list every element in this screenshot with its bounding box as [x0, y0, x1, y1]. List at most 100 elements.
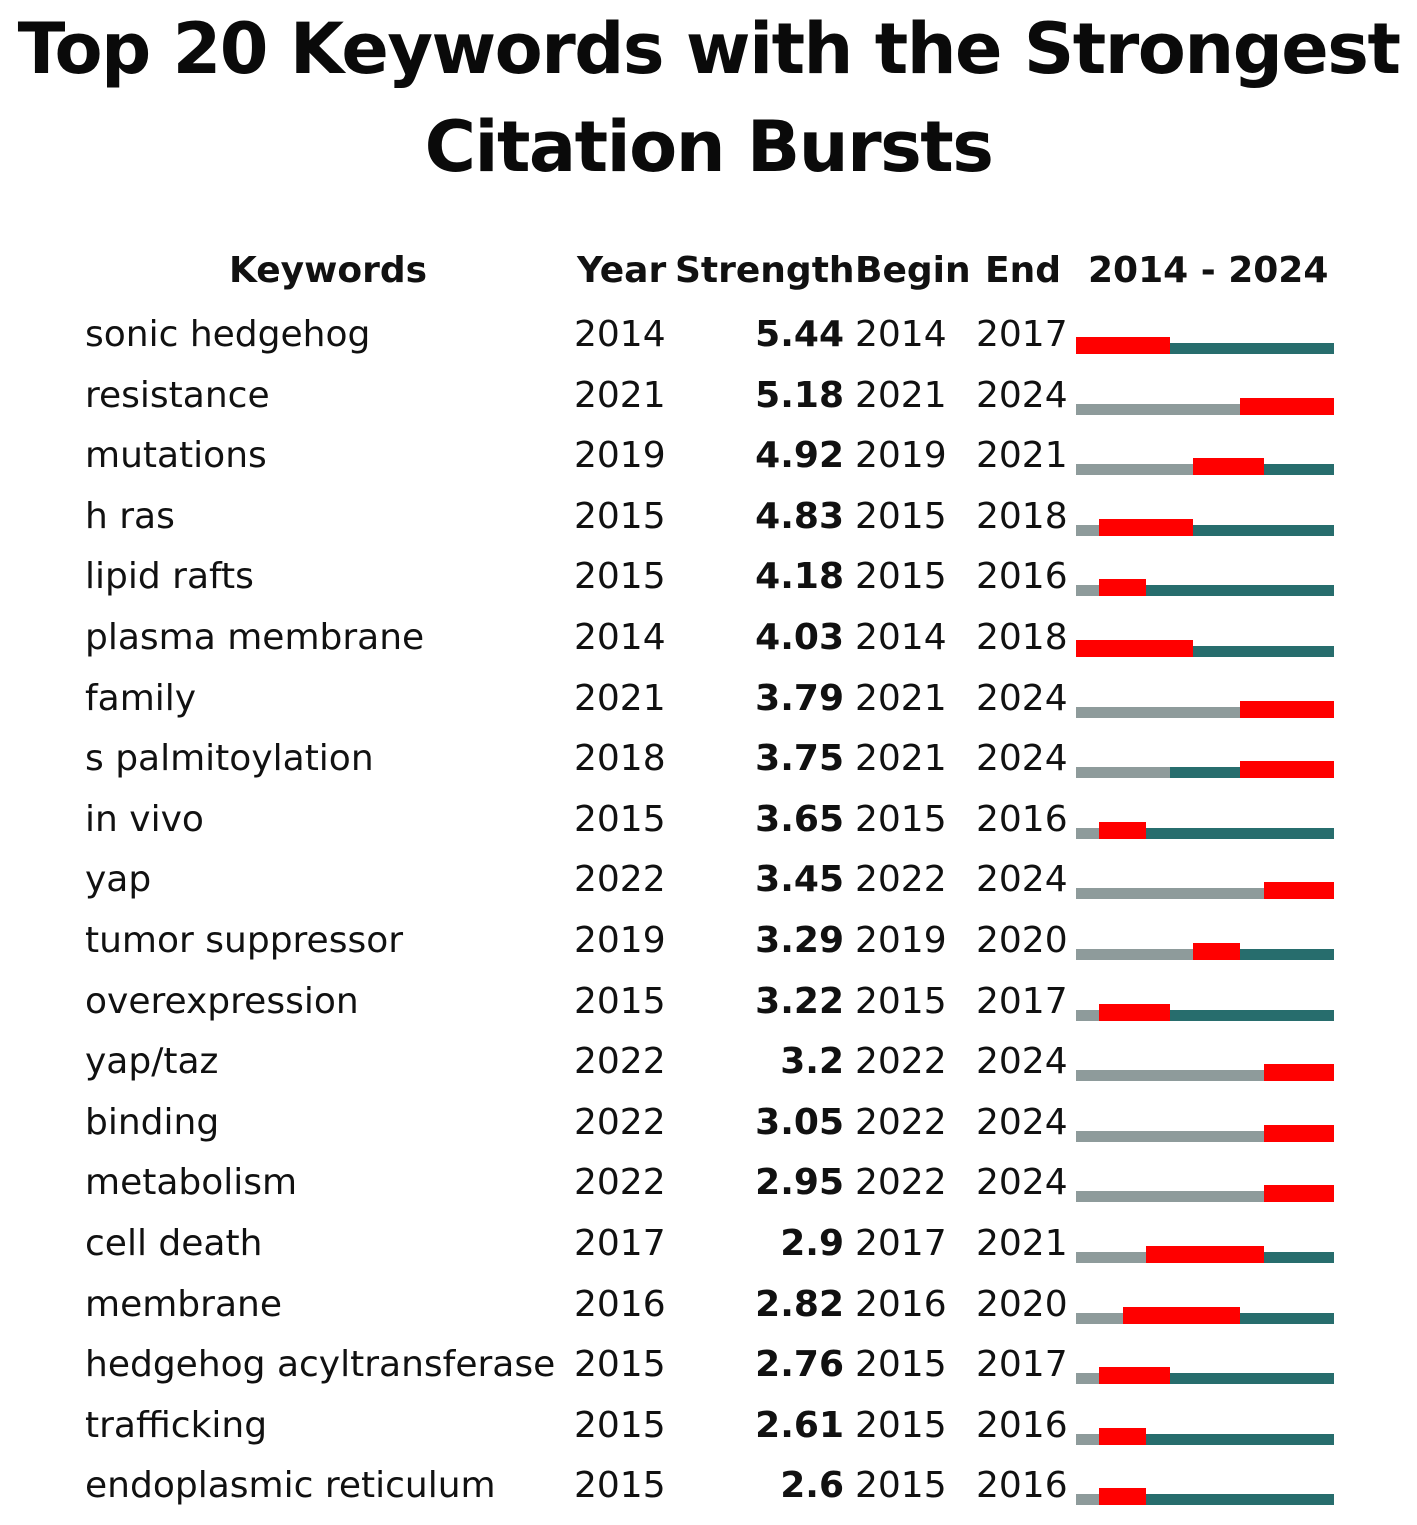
- pre-appearance-segment: [1076, 1433, 1100, 1445]
- pre-appearance-segment: [1076, 949, 1194, 960]
- burst-timeline: [1076, 308, 1334, 368]
- burst-segment: [1146, 1246, 1264, 1263]
- begin-cell: 2019: [855, 435, 947, 477]
- strength-cell: 2.6: [780, 1465, 844, 1507]
- year-cell: 2022: [574, 859, 666, 901]
- begin-cell: 2015: [855, 980, 947, 1022]
- pre-appearance-segment: [1076, 1312, 1123, 1324]
- keyword-cell: endoplasmic reticulum: [85, 1465, 496, 1507]
- active-segment: [1263, 1252, 1334, 1263]
- burst-segment: [1099, 579, 1147, 597]
- year-cell: 2022: [574, 1162, 666, 1204]
- header-begin: Begin: [855, 250, 971, 291]
- begin-cell: 2015: [855, 1465, 947, 1507]
- chart-title-line-1: Top 20 Keywords with the Strongest: [17, 8, 1401, 90]
- end-cell: 2018: [976, 617, 1068, 658]
- table-row: cell death 2017 2.9 2017 2021: [0, 1217, 1417, 1277]
- header-keywords: Keywords: [229, 250, 428, 291]
- begin-cell: 2022: [855, 1101, 947, 1143]
- active-segment: [1146, 827, 1334, 839]
- strength-cell: 5.18: [755, 374, 844, 416]
- burst-segment: [1240, 761, 1334, 779]
- table-row: sonic hedgehog 2014 5.44 2014 2017: [0, 308, 1417, 368]
- keyword-cell: yap/taz: [85, 1041, 219, 1083]
- table-row: yap 2022 3.45 2022 2024: [0, 853, 1417, 913]
- end-cell: 2024: [976, 1041, 1068, 1083]
- pre-appearance-segment: [1076, 1252, 1147, 1263]
- pre-appearance-segment: [1076, 403, 1241, 415]
- begin-cell: 2015: [855, 1404, 947, 1446]
- begin-cell: 2014: [855, 617, 947, 658]
- year-cell: 2019: [574, 920, 666, 961]
- strength-cell: 2.95: [755, 1162, 844, 1204]
- end-cell: 2020: [976, 1283, 1068, 1325]
- burst-segment: [1076, 640, 1194, 657]
- pre-appearance-segment: [1076, 464, 1194, 476]
- burst-timeline: [1076, 1156, 1334, 1216]
- strength-cell: 3.2: [780, 1041, 844, 1083]
- keyword-cell: h ras: [85, 495, 175, 537]
- active-segment: [1146, 585, 1334, 597]
- table-row: resistance 2021 5.18 2021 2024: [0, 369, 1417, 429]
- keyword-cell: overexpression: [85, 980, 359, 1022]
- burst-segment: [1263, 882, 1334, 900]
- burst-timeline: [1076, 550, 1334, 610]
- begin-cell: 2021: [855, 374, 947, 416]
- keyword-cell: mutations: [85, 435, 267, 477]
- active-segment: [1169, 1373, 1334, 1385]
- strength-cell: 2.61: [755, 1404, 844, 1446]
- keyword-cell: binding: [85, 1101, 220, 1143]
- pre-appearance-segment: [1076, 706, 1241, 718]
- burst-timeline: [1076, 1096, 1334, 1156]
- pre-appearance-segment: [1076, 1494, 1100, 1506]
- table-row: overexpression 2015 3.22 2015 2017: [0, 975, 1417, 1035]
- strength-cell: 3.75: [755, 738, 844, 780]
- burst-timeline: [1076, 1338, 1334, 1398]
- table-row: lipid rafts 2015 4.18 2015 2016: [0, 550, 1417, 610]
- strength-cell: 3.05: [755, 1101, 844, 1143]
- keyword-cell: hedgehog acyltransferase: [85, 1344, 556, 1386]
- keyword-cell: in vivo: [85, 798, 204, 840]
- keyword-cell: family: [85, 677, 197, 719]
- begin-cell: 2022: [855, 859, 947, 901]
- begin-cell: 2021: [855, 738, 947, 780]
- pre-appearance-segment: [1076, 827, 1100, 839]
- header-year: Year: [577, 250, 667, 291]
- active-segment: [1169, 343, 1334, 354]
- begin-cell: 2014: [855, 314, 947, 355]
- burst-segment: [1099, 518, 1194, 536]
- begin-cell: 2015: [855, 798, 947, 840]
- strength-cell: 2.82: [755, 1283, 844, 1325]
- year-cell: 2018: [574, 738, 666, 780]
- year-cell: 2017: [574, 1223, 666, 1264]
- burst-segment: [1240, 397, 1334, 415]
- active-segment: [1193, 646, 1334, 657]
- keyword-cell: s palmitoylation: [85, 738, 374, 780]
- pre-appearance-segment: [1076, 1009, 1100, 1021]
- burst-segment: [1263, 1124, 1334, 1142]
- burst-timeline: [1076, 672, 1334, 732]
- table-row: hedgehog acyltransferase 2015 2.76 2015 2017: [0, 1338, 1417, 1398]
- pre-appearance-segment: [1076, 1191, 1264, 1203]
- year-cell: 2015: [574, 980, 666, 1022]
- table-row: family 2021 3.79 2021 2024: [0, 672, 1417, 732]
- keyword-cell: plasma membrane: [85, 617, 425, 658]
- burst-timeline: [1076, 611, 1334, 671]
- begin-cell: 2021: [855, 677, 947, 719]
- burst-segment: [1099, 1003, 1170, 1021]
- strength-cell: 3.45: [755, 859, 844, 901]
- year-cell: 2022: [574, 1101, 666, 1143]
- year-cell: 2014: [574, 617, 666, 658]
- pre-appearance-segment: [1076, 888, 1264, 900]
- keyword-cell: trafficking: [85, 1404, 268, 1446]
- end-cell: 2021: [976, 435, 1068, 477]
- end-cell: 2020: [976, 920, 1068, 961]
- burst-segment: [1193, 943, 1241, 960]
- begin-cell: 2022: [855, 1041, 947, 1083]
- header-strength: Strength: [675, 250, 855, 291]
- end-cell: 2018: [976, 495, 1068, 537]
- pre-appearance-segment: [1076, 1070, 1264, 1082]
- begin-cell: 2019: [855, 920, 947, 961]
- table-row: mutations 2019 4.92 2019 2021: [0, 429, 1417, 489]
- burst-timeline: [1076, 1278, 1334, 1338]
